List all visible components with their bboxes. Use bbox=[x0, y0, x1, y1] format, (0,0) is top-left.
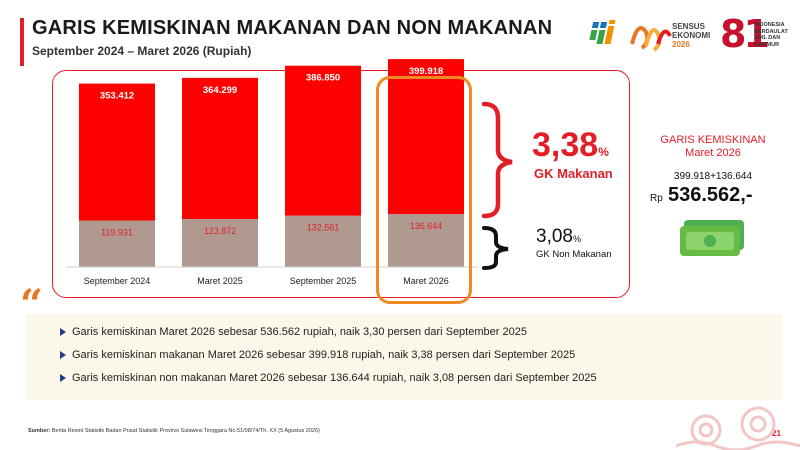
bar-nonmakanan bbox=[182, 218, 258, 267]
source-label: Sumber: bbox=[28, 428, 51, 434]
page-title: GARIS KEMISKINAN MAKANAN DAN NON MAKANAN bbox=[32, 17, 553, 39]
page-number: 21 bbox=[772, 429, 781, 438]
card-sum-text: 399.918+136.644 bbox=[673, 171, 753, 182]
summary-bullet-text: Garis kemiskinan makanan Maret 2026 sebe… bbox=[72, 349, 576, 361]
card-title: GARIS KEMISKINAN Maret 2026 bbox=[644, 134, 782, 160]
hut-ri-81-tagline: INDONESIA BERDAULAT ADIL DAN MAKMUR bbox=[754, 22, 788, 48]
x-tick-label: Maret 2026 bbox=[403, 276, 449, 286]
growth-makanan-label: GK Makanan bbox=[534, 166, 613, 181]
source-text: Berita Resmi Statistik Badan Pusat Stati… bbox=[51, 428, 320, 434]
hut-ri-81-logo-icon: 81 bbox=[720, 12, 770, 56]
data-label-nonmakanan: 119.931 bbox=[101, 228, 133, 238]
growth-makanan-sign: % bbox=[598, 145, 609, 159]
bar-makanan bbox=[182, 77, 258, 219]
data-label-nonmakanan: 123.872 bbox=[204, 226, 237, 236]
logo-group: SENSUS EKONOMI 2026 81 INDONESIA BERDAUL… bbox=[586, 12, 788, 58]
x-tick-label: September 2025 bbox=[290, 276, 357, 286]
bar-nonmakanan bbox=[388, 214, 464, 267]
bps-logo-icon bbox=[589, 20, 616, 44]
brace-makanan-icon bbox=[481, 101, 513, 219]
summary-bullet-text: Garis kemiskinan Maret 2026 sebesar 536.… bbox=[72, 326, 527, 338]
bullet-triangle-icon bbox=[60, 328, 66, 336]
summary-bullet-text: Garis kemiskinan non makanan Maret 2026 … bbox=[72, 372, 597, 384]
data-label-makanan: 399.918 bbox=[409, 66, 443, 77]
tagline-line-2: BERDAULAT bbox=[754, 28, 788, 35]
data-label-nonmakanan: 136.644 bbox=[410, 221, 443, 231]
se-year: 2026 bbox=[672, 40, 690, 49]
bar-makanan bbox=[285, 65, 361, 216]
data-label-nonmakanan: 132.561 bbox=[307, 223, 340, 233]
poverty-line-card: GARIS KEMISKINAN Maret 2026 399.918+136.… bbox=[644, 126, 782, 276]
title-accent-bar bbox=[20, 18, 24, 66]
tagline-line-4: MAKMUR bbox=[754, 41, 780, 48]
bar-makanan bbox=[79, 83, 155, 221]
summary-bullet-2: Garis kemiskinan makanan Maret 2026 sebe… bbox=[60, 347, 575, 363]
growth-nonmakanan-value: 3,08% bbox=[536, 226, 581, 250]
card-currency: Rp bbox=[650, 193, 663, 204]
summary-panel: Garis kemiskinan Maret 2026 sebesar 536.… bbox=[26, 314, 782, 400]
growth-nonmakanan-sign: % bbox=[572, 234, 581, 244]
bar-makanan bbox=[388, 59, 464, 215]
card-title-line-2: Maret 2026 bbox=[685, 147, 741, 159]
batik-ornament-icon bbox=[676, 406, 800, 450]
se-line-2: EKONOMI bbox=[672, 31, 711, 40]
growth-makanan-number: 3,38 bbox=[532, 126, 599, 164]
money-icon bbox=[680, 220, 744, 256]
se-line-1: SENSUS bbox=[672, 22, 705, 31]
x-tick-label: Maret 2025 bbox=[197, 276, 243, 286]
bar-nonmakanan bbox=[79, 220, 155, 267]
sensus-ekonomi-text: SENSUS EKONOMI 2026 bbox=[672, 22, 710, 49]
data-label-makanan: 353.412 bbox=[100, 91, 134, 102]
x-tick-label: September 2024 bbox=[84, 276, 151, 286]
bullet-triangle-icon bbox=[60, 351, 66, 359]
growth-nonmakanan-number: 3,08 bbox=[536, 226, 573, 247]
bar-nonmakanan bbox=[285, 215, 361, 267]
tagline-line-1: INDONESIA bbox=[754, 22, 785, 28]
summary-bullet-1: Garis kemiskinan Maret 2026 sebesar 536.… bbox=[60, 324, 527, 340]
bullet-triangle-icon bbox=[60, 374, 66, 382]
tagline-line-3: ADIL DAN bbox=[754, 35, 781, 41]
source-note: Sumber: Berita Resmi Statistik Badan Pus… bbox=[28, 428, 320, 434]
highlight-maret-2026 bbox=[376, 76, 472, 304]
data-label-makanan: 364.299 bbox=[203, 85, 237, 96]
data-label-makanan: 386.850 bbox=[306, 73, 340, 84]
page-subtitle: September 2024 – Maret 2026 (Rupiah) bbox=[32, 44, 252, 58]
card-title-line-1: GARIS KEMISKINAN bbox=[660, 134, 766, 146]
brace-nonmakanan-icon bbox=[482, 226, 509, 270]
sensus-ekonomi-logo-icon bbox=[630, 26, 672, 52]
growth-makanan-value: 3,38% bbox=[532, 127, 609, 170]
growth-nonmakanan-label: GK Non Makanan bbox=[536, 249, 612, 260]
card-total: 536.562,- bbox=[668, 184, 753, 206]
summary-bullet-3: Garis kemiskinan non makanan Maret 2026 … bbox=[60, 370, 597, 386]
